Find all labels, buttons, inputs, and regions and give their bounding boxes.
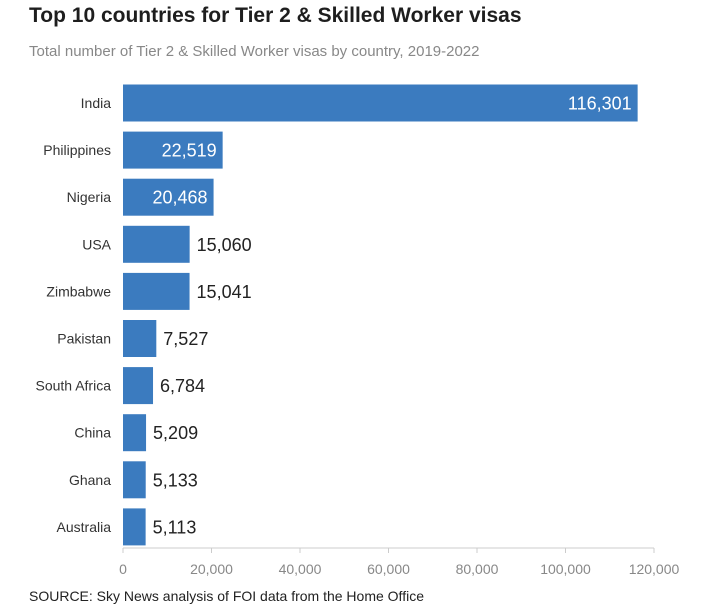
value-label: 15,041 — [197, 282, 252, 302]
bar-china — [123, 414, 147, 452]
value-label: 15,060 — [197, 235, 252, 255]
value-label: 22,519 — [162, 141, 217, 161]
value-label: 20,468 — [153, 188, 208, 208]
value-label: 7,527 — [163, 329, 208, 349]
bar-usa — [123, 225, 190, 263]
category-label: India — [81, 95, 112, 111]
value-label: 5,113 — [153, 517, 197, 537]
value-label: 116,301 — [568, 94, 632, 114]
x-tick-label: 40,000 — [279, 561, 322, 577]
category-label: Pakistan — [57, 331, 111, 347]
x-tick-label: 100,000 — [540, 561, 591, 577]
category-label: China — [74, 425, 111, 441]
bar-nigeria — [123, 178, 214, 216]
x-tick-label: 120,000 — [629, 561, 680, 577]
category-label: Philippines — [43, 142, 111, 158]
bar-pakistan — [123, 320, 157, 357]
value-label: 6,784 — [160, 376, 205, 396]
value-label: 5,209 — [153, 423, 198, 443]
bar-india — [123, 84, 638, 122]
bar-zimbabwe — [123, 272, 190, 310]
x-tick-label: 20,000 — [190, 561, 233, 577]
category-label: USA — [82, 236, 111, 252]
category-label: Ghana — [69, 472, 111, 488]
bar-ghana — [123, 461, 146, 499]
category-label: Nigeria — [67, 189, 112, 205]
x-tick-label: 60,000 — [367, 561, 410, 577]
x-tick-label: 80,000 — [456, 561, 499, 577]
bar-south-africa — [123, 367, 154, 405]
category-label: South Africa — [36, 378, 112, 394]
chart-title: Top 10 countries for Tier 2 & Skilled Wo… — [29, 4, 522, 27]
x-tick-label: 0 — [119, 561, 127, 577]
bar-australia — [123, 508, 146, 546]
source-note: SOURCE: Sky News analysis of FOI data fr… — [29, 588, 424, 604]
chart-subtitle: Total number of Tier 2 & Skilled Worker … — [29, 43, 480, 60]
value-label: 5,133 — [153, 470, 198, 490]
category-label: Australia — [57, 519, 112, 535]
category-label: Zimbabwe — [46, 283, 111, 299]
bar-philippines — [123, 131, 223, 169]
